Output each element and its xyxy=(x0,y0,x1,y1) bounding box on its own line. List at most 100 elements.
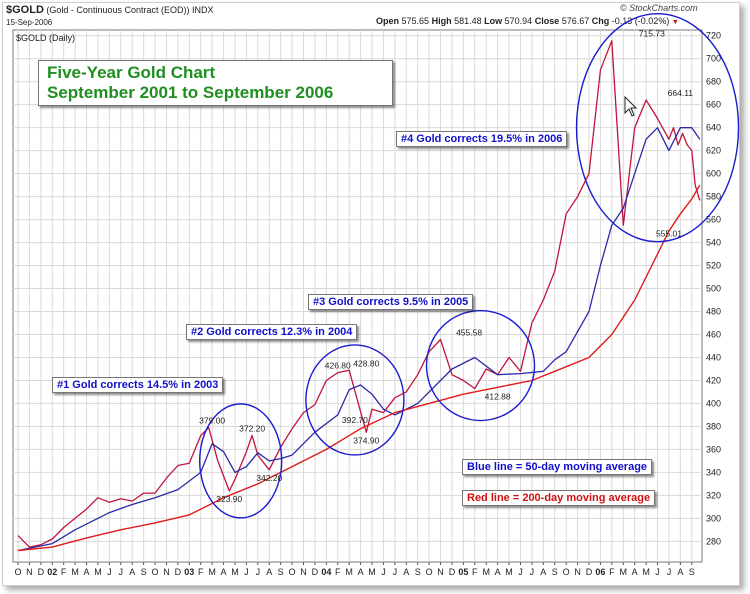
y-tick-label: 480 xyxy=(706,307,721,317)
price-annotation: 428.80 xyxy=(353,358,379,368)
callout-correction-2005: #3 Gold corrects 9.5% in 2005 xyxy=(308,294,474,310)
y-tick-label: 300 xyxy=(706,513,721,523)
x-tick-label: F xyxy=(609,567,615,577)
chart-header: $GOLD (Gold - Continuous Contract (EOD))… xyxy=(6,4,214,16)
y-tick-label: 400 xyxy=(706,398,721,408)
x-tick-label: J xyxy=(530,567,535,577)
x-tick-label: A xyxy=(632,567,638,577)
chart-date: 15-Sep-2006 xyxy=(6,18,53,27)
x-tick-label: D xyxy=(175,567,182,577)
y-tick-label: 600 xyxy=(706,169,721,179)
price-annotation: 555.01 xyxy=(656,228,682,238)
symbol-description: (Gold - Continuous Contract (EOD)) xyxy=(46,5,190,15)
moving-average-200-line xyxy=(17,184,701,552)
callout-correction-2003: #1 Gold corrects 14.5% in 2003 xyxy=(52,377,224,393)
correction-circle xyxy=(198,403,283,519)
x-tick-label: M xyxy=(368,567,376,577)
chart-title-box: Five-Year Gold Chart September 2001 to S… xyxy=(38,60,393,106)
price-annotation: 412.88 xyxy=(485,392,511,402)
x-tick-label: M xyxy=(505,567,513,577)
y-tick-label: 320 xyxy=(706,490,721,500)
x-tick-label: J xyxy=(381,567,386,577)
callout-correction-2004: #2 Gold corrects 12.3% in 2004 xyxy=(186,324,358,340)
x-tick-label: J xyxy=(518,567,523,577)
x-tick-label: S xyxy=(415,567,421,577)
x-tick-label: N xyxy=(574,567,581,577)
y-tick-label: 500 xyxy=(706,284,721,294)
x-tick-label: M xyxy=(94,567,102,577)
y-tick-label: 420 xyxy=(706,375,721,385)
close-value: 576.67 xyxy=(561,16,590,26)
credit-text: © StockCharts.com xyxy=(620,3,698,13)
x-tick-label: A xyxy=(266,567,272,577)
y-tick-label: 440 xyxy=(706,352,721,362)
mouse-cursor-icon xyxy=(624,95,638,117)
x-tick-label: N xyxy=(437,567,444,577)
chart-subtitle: September 2001 to September 2006 xyxy=(47,83,334,102)
x-tick-label: 02 xyxy=(47,567,57,577)
close-label: Close xyxy=(534,16,560,26)
x-tick-label: A xyxy=(677,567,683,577)
x-tick-label: A xyxy=(403,567,409,577)
y-tick-label: 680 xyxy=(706,77,721,87)
price-annotation: 379.00 xyxy=(199,416,225,426)
callout-correction-2006: #4 Gold corrects 19.5% in 2006 xyxy=(396,131,568,147)
high-value: 581.48 xyxy=(454,16,482,26)
quote-summary: Open 575.65 High 581.48 Low 570.94 Close… xyxy=(376,16,679,26)
price-annotation: 392.70 xyxy=(342,415,368,425)
x-tick-label: F xyxy=(198,567,204,577)
x-tick-label: D xyxy=(312,567,319,577)
x-tick-label: S xyxy=(552,567,558,577)
x-tick-label: J xyxy=(244,567,249,577)
y-tick-label: 580 xyxy=(706,192,721,202)
x-tick-label: J xyxy=(256,567,261,577)
x-tick-label: 06 xyxy=(595,567,605,577)
correction-circle xyxy=(425,309,536,422)
x-tick-label: M xyxy=(620,567,628,577)
x-tick-label: A xyxy=(129,567,135,577)
x-tick-label: S xyxy=(278,567,284,577)
x-tick-label: M xyxy=(208,567,216,577)
high-label: High xyxy=(431,16,452,26)
x-tick-label: S xyxy=(689,567,695,577)
x-tick-label: M xyxy=(642,567,650,577)
x-tick-label: F xyxy=(61,567,67,577)
y-tick-label: 660 xyxy=(706,100,721,110)
price-annotation: 374.90 xyxy=(353,435,379,445)
x-tick-label: A xyxy=(221,567,227,577)
x-tick-label: F xyxy=(335,567,341,577)
x-tick-label: F xyxy=(472,567,478,577)
price-annotation: 426.80 xyxy=(325,361,351,371)
symbol: $GOLD xyxy=(6,4,44,16)
y-tick-label: 340 xyxy=(706,467,721,477)
y-tick-label: 720 xyxy=(706,31,721,41)
y-tick-label: 620 xyxy=(706,146,721,156)
x-tick-label: 05 xyxy=(458,567,468,577)
x-tick-label: D xyxy=(586,567,593,577)
x-tick-label: 03 xyxy=(184,567,194,577)
y-tick-label: 560 xyxy=(706,215,721,225)
x-tick-label: O xyxy=(426,567,433,577)
x-tick-label: J xyxy=(655,567,660,577)
x-tick-label: N xyxy=(26,567,33,577)
series-legend-label: $GOLD (Daily) xyxy=(16,33,75,43)
chg-value: -0.13 (-0.02%) xyxy=(611,16,670,26)
x-tick-label: M xyxy=(71,567,79,577)
x-tick-label: J xyxy=(107,567,112,577)
open-label: Open xyxy=(376,16,400,26)
y-tick-label: 700 xyxy=(706,54,721,64)
x-tick-label: 04 xyxy=(321,567,331,577)
x-tick-label: A xyxy=(495,567,501,577)
price-annotation: 664.11 xyxy=(668,88,694,98)
x-tick-label: A xyxy=(84,567,90,577)
y-tick-label: 460 xyxy=(706,329,721,339)
x-tick-label: J xyxy=(119,567,124,577)
x-tick-label: M xyxy=(482,567,490,577)
legend-red-line: Red line = 200-day moving average xyxy=(462,490,656,506)
open-value: 575.65 xyxy=(401,16,430,26)
x-tick-label: D xyxy=(449,567,456,577)
y-tick-label: 360 xyxy=(706,444,721,454)
price-annotation: 455.58 xyxy=(456,328,482,338)
x-tick-label: D xyxy=(38,567,45,577)
x-tick-label: O xyxy=(563,567,570,577)
